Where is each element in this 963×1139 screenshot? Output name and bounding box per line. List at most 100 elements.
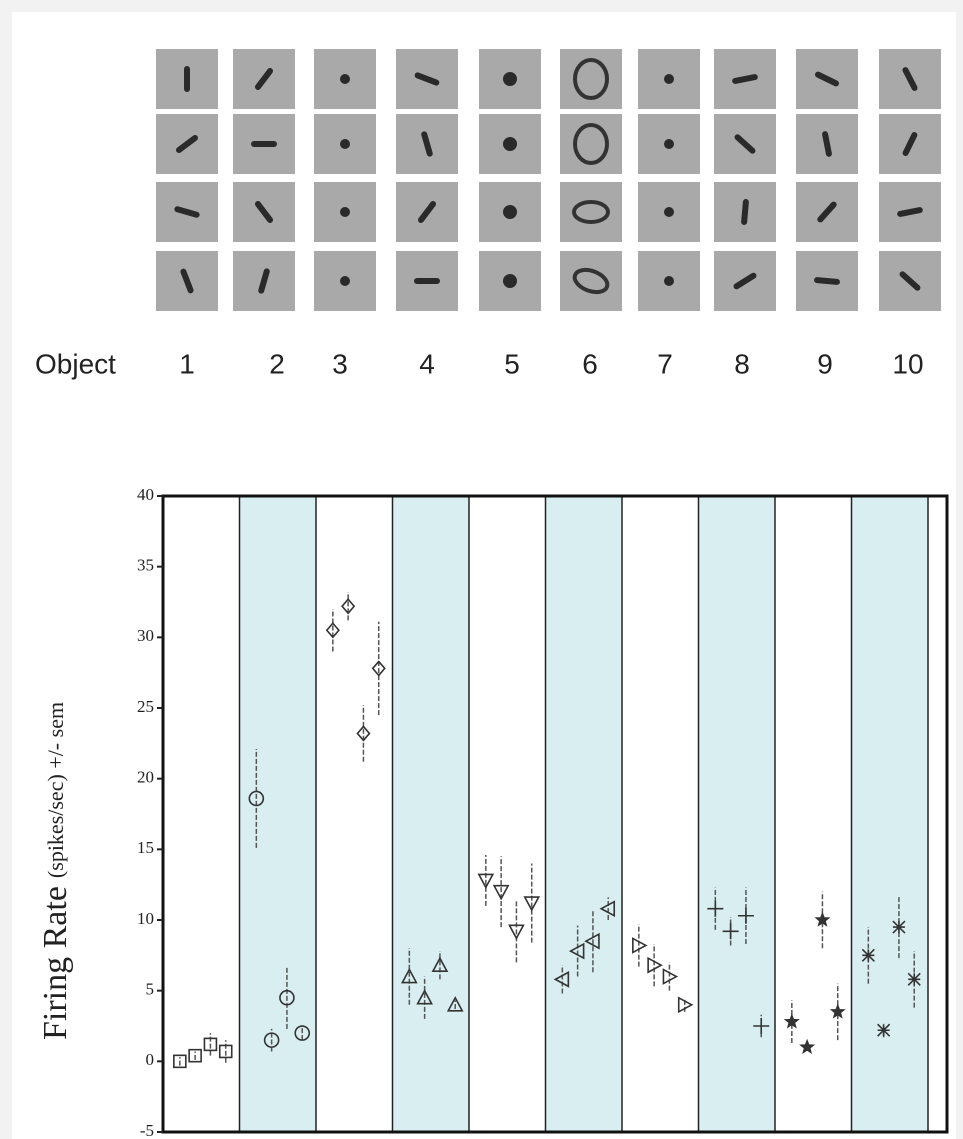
object-thumbnails [156,49,941,311]
y-tick-label: 0 [146,1050,155,1069]
thumbnail-object [664,74,674,84]
thumbnail-object [817,201,837,223]
thumbnail [560,251,622,311]
marker [829,1003,846,1019]
thumbnail-object [503,274,517,288]
marker [492,884,510,901]
marker [877,1023,891,1037]
marker [892,920,906,934]
thumbnail-object [174,206,200,218]
thumbnail-object [664,139,674,149]
thumbnail-object [340,139,350,149]
marker [632,937,648,954]
thumbnail-object [414,72,440,86]
marker [753,1018,770,1034]
band-shade [698,496,775,1132]
y-tick-label: 30 [137,626,154,645]
thumbnail-object [899,271,921,291]
thumbnail-object [814,277,840,285]
thumbnail-object [732,74,758,84]
y-axis-label-units: (spikes/sec) +/- sem [43,702,68,878]
marker [341,598,356,615]
marker [218,1044,233,1059]
y-tick-label: -5 [140,1121,154,1139]
thumbnail-object [176,134,198,154]
category-tick-label: 9 [817,348,833,379]
category-tick-label: 7 [657,348,673,379]
thumbnail-object [573,58,609,100]
thumbnail-object [734,134,756,154]
marker [814,911,831,927]
thumbnail-object [572,267,610,295]
band-shade [851,496,928,1132]
thumbnail-object [664,276,674,286]
marker [294,1025,311,1041]
marker [907,972,921,986]
y-tick-label: 5 [146,980,155,999]
thumbnail-object [258,268,270,294]
marker [647,956,663,974]
marker [416,989,433,1005]
thumbnail-object [902,67,918,91]
marker [263,1032,280,1048]
y-tick-label: 15 [137,838,154,857]
marker [584,932,600,950]
panel [12,12,956,1139]
marker [173,1054,187,1069]
marker [188,1048,202,1063]
marker [400,967,418,984]
thumbnail-object [822,131,832,157]
marker [203,1037,218,1052]
category-tick-label: 1 [179,348,195,379]
category-tick-label: 6 [582,348,598,379]
band-shade [392,496,469,1132]
marker [722,923,739,940]
y-tick-label: 20 [137,768,154,787]
thumbnail-object [503,137,517,151]
thumbnail-object [340,74,350,84]
thumbnail-object [741,199,749,225]
thumbnail-object [421,131,433,157]
marker [799,1038,816,1054]
thumbnail-object [572,200,610,224]
category-tick-label: 2 [269,348,285,379]
marker [446,996,464,1012]
marker [707,900,724,917]
marker [508,924,525,940]
category-tick-label: 8 [734,348,750,379]
thumbnail-object [573,123,609,165]
thumbnail-object [180,268,194,294]
category-label: Object [35,348,116,379]
thumbnail [560,182,622,242]
marker [477,873,495,890]
thumbnail-object [340,207,350,217]
y-axis-label: Firing Rate (spikes/sec) +/- sem [37,702,74,1040]
marker [662,968,679,985]
thumbnail-object [902,132,918,156]
category-tick-label: 5 [504,348,520,379]
y-tick-label: 10 [137,909,154,928]
band-shade [545,496,622,1132]
thumbnail-object [254,201,274,223]
plot-frame [161,494,949,1134]
category-tick-label: 3 [332,348,348,379]
marker [737,907,754,924]
marker [325,622,340,639]
thumbnail-object [414,278,440,284]
thumbnail-object [897,207,923,217]
marker [553,971,570,988]
marker [677,996,694,1014]
y-tick-label: 25 [137,697,154,716]
marker [248,790,265,807]
marker [279,989,295,1006]
category-tick-label: 4 [419,348,435,379]
thumbnail-object [664,207,674,217]
marker [861,948,875,962]
category-tick-label: 10 [892,348,923,379]
thumbnail-object [254,68,274,90]
marker [568,942,585,960]
marker [599,900,616,918]
thumbnail-object [733,272,757,290]
y-tick-label: 40 [137,485,154,504]
